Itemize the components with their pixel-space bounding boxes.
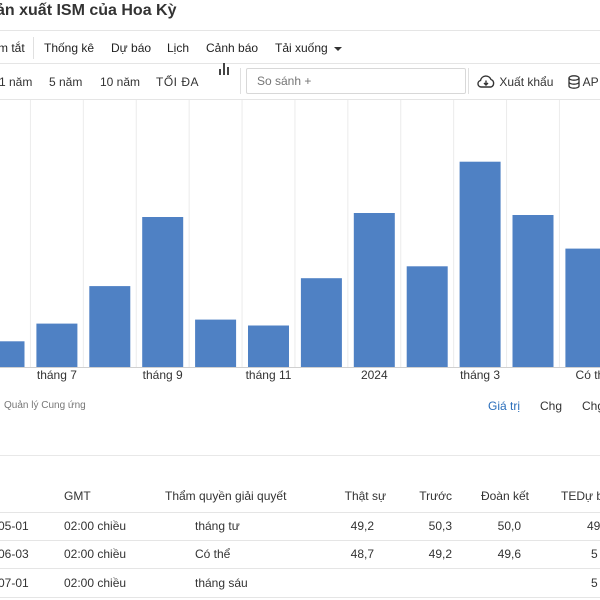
range-5y-button[interactable]: 5 năm — [49, 75, 83, 89]
header-forecast: TEDự b — [561, 489, 600, 503]
toolbar-divider — [468, 68, 469, 94]
chart-bar[interactable] — [142, 217, 184, 367]
chart-toolbar: 1 năm 5 năm 10 năm TỐI ĐA Xuất khẩu AP — [0, 63, 600, 100]
tab-calendar[interactable]: Lịch — [167, 41, 190, 55]
chart-bar[interactable] — [89, 286, 131, 367]
tab-alerts[interactable]: Cảnh báo — [206, 41, 259, 55]
range-max-button[interactable]: TỐI ĐA — [156, 75, 200, 89]
cell-previous: 50,3 — [428, 519, 452, 533]
cell-forecast: 5 — [591, 547, 598, 561]
header-gmt: GMT — [64, 489, 91, 503]
row-divider — [0, 540, 600, 541]
page-title: ản xuất ISM của Hoa Kỳ — [0, 2, 177, 19]
row-divider — [0, 512, 600, 513]
cell-date: 06-03 — [0, 547, 29, 561]
toolbar-divider — [240, 68, 241, 94]
chart-bar[interactable] — [195, 319, 237, 367]
cell-consensus: 50,0 — [497, 519, 521, 533]
x-tick-label: Có th — [575, 368, 600, 382]
source-label: Quản lý Cung ứng — [4, 400, 86, 411]
cell-time: 02:00 chiều — [64, 547, 127, 561]
cell-previous: 49,2 — [428, 547, 452, 561]
cell-reference: tháng tư — [195, 519, 240, 533]
chart-bar[interactable] — [248, 325, 289, 368]
cell-actual: 48,7 — [350, 547, 374, 561]
x-tick-label: tháng 7 — [36, 368, 77, 382]
export-label: Xuất khẩu — [499, 75, 554, 89]
cell-time: 02:00 chiều — [64, 519, 127, 533]
cell-date: 05-01 — [0, 519, 29, 533]
caret-down-icon — [333, 46, 342, 51]
export-button[interactable]: Xuất khẩu — [476, 75, 553, 89]
cell-date: 07-01 — [0, 576, 29, 590]
cell-consensus: 49,6 — [497, 547, 521, 561]
view-tab-value[interactable]: Giá trị — [488, 399, 521, 413]
tab-stats[interactable]: Thống kê — [44, 41, 95, 55]
header-previous: Trước — [419, 489, 452, 503]
chart-bar[interactable] — [36, 323, 78, 367]
chart-bar[interactable] — [406, 266, 448, 367]
cell-reference: Có thể — [195, 547, 231, 561]
chart-bar[interactable] — [0, 341, 25, 367]
cell-reference: tháng sáu — [195, 576, 248, 590]
range-10y-button[interactable]: 10 năm — [100, 75, 141, 89]
x-tick-label: tháng 11 — [245, 368, 292, 382]
bar-chart: tháng 7 tháng 9 tháng 11 2024 tháng 3 Có th — [0, 100, 600, 390]
row-divider — [0, 597, 600, 598]
chart-bar[interactable] — [565, 248, 600, 367]
view-tab-change-pct[interactable]: Chg — [582, 399, 600, 413]
chart-bar[interactable] — [300, 278, 342, 367]
api-button[interactable]: AP — [568, 75, 599, 89]
chart-canvas — [0, 100, 600, 368]
row-divider — [0, 568, 600, 569]
view-tab-change[interactable]: Chg — [540, 399, 563, 413]
cell-forecast: 5 — [591, 576, 598, 590]
range-1y-button[interactable]: 1 năm — [0, 75, 33, 89]
header-consensus: Đoàn kết — [480, 489, 529, 503]
chart-bar[interactable] — [459, 161, 501, 367]
x-tick-label: tháng 3 — [460, 368, 501, 382]
database-icon — [568, 75, 580, 89]
compare-input[interactable] — [246, 68, 466, 94]
chart-bar[interactable] — [512, 215, 554, 367]
chart-bar[interactable] — [353, 213, 395, 367]
download-label: Tải xuống — [275, 41, 328, 55]
cloud-download-icon — [477, 75, 495, 88]
api-label: AP — [582, 75, 599, 89]
cell-time: 02:00 chiều — [64, 576, 127, 590]
x-tick-label: tháng 9 — [142, 368, 183, 382]
x-tick-label: 2024 — [360, 368, 388, 382]
tab-download[interactable]: Tải xuống — [275, 41, 342, 55]
tab-forecast[interactable]: Dự báo — [111, 41, 152, 55]
top-nav: m tắt Thống kê Dự báo Lịch Cảnh báo Tải … — [0, 30, 600, 64]
calendar-table: GMT Thẩm quyền giải quyết Thật sự Trước … — [0, 455, 600, 600]
nav-divider — [33, 37, 34, 59]
tab-summary[interactable]: m tắt — [0, 41, 25, 55]
header-reference: Thẩm quyền giải quyết — [165, 489, 287, 503]
cell-forecast: 49 — [587, 519, 600, 533]
cell-actual: 49,2 — [350, 519, 374, 533]
header-actual: Thật sự — [344, 489, 386, 503]
